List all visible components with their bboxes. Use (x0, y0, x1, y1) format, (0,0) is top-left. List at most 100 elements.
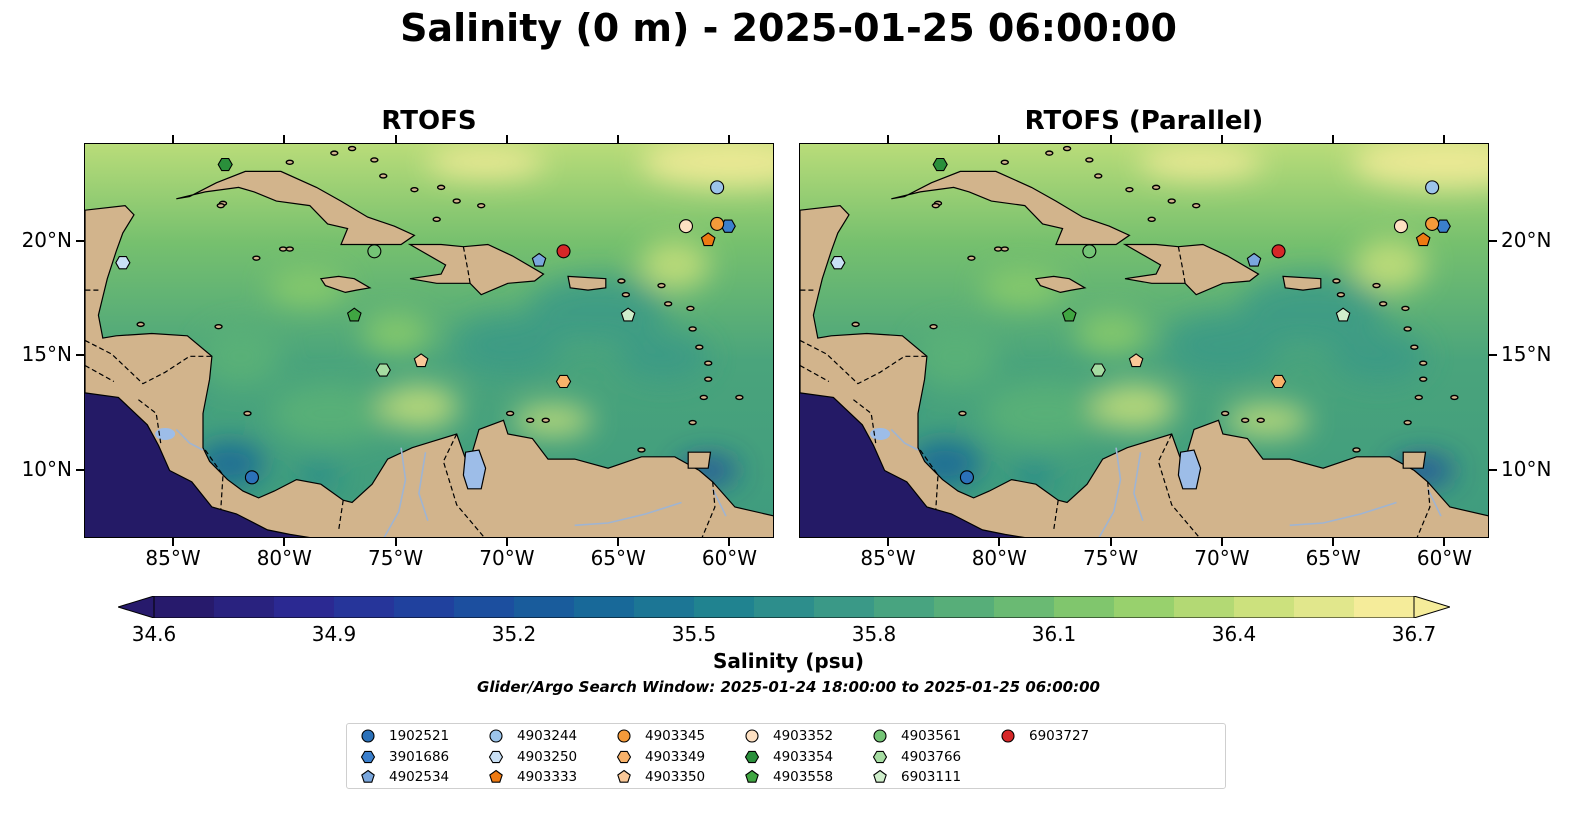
small-island (476, 202, 486, 209)
map-plot-rtofs (85, 144, 773, 537)
land-puerto-rico (1282, 275, 1322, 291)
pacific-mask (85, 392, 307, 537)
x-tick-mark-top (394, 135, 397, 143)
y-tick-mark (76, 468, 84, 471)
legend: 1902521 3901686 4902534 4903244 4903250 49033… (346, 723, 1226, 789)
legend-marker-hexagon (872, 750, 888, 763)
legend-marker (489, 769, 503, 783)
small-island (1191, 202, 1201, 209)
lake-maracaibo (1177, 449, 1202, 490)
legend-marker (361, 729, 375, 743)
x-tick-mark-top (172, 135, 175, 143)
marker-4903354 (932, 157, 948, 172)
x-tick-label: 85°W (860, 546, 916, 570)
small-island (370, 157, 379, 163)
land-cuba (891, 170, 1131, 246)
legend-label: 4903250 (517, 748, 578, 765)
small-island (617, 278, 626, 284)
land-trinidad (1402, 451, 1427, 469)
x-tick-label: 75°W (1082, 546, 1139, 570)
small-island (285, 159, 294, 165)
colorbar-bin (1054, 596, 1115, 618)
legend-marker-hexagon (360, 750, 376, 763)
small-island (929, 323, 938, 330)
land-jamaica (1034, 275, 1087, 294)
small-island (1256, 417, 1265, 423)
country-border (919, 449, 939, 510)
legend-label: 4903345 (645, 728, 706, 744)
small-island (663, 301, 673, 307)
small-island (1125, 186, 1134, 193)
colorbar-bin (694, 596, 755, 618)
x-tick-label: 60°W (1416, 546, 1473, 570)
land-puerto-rico (567, 275, 607, 291)
x-tick-label: 80°W (256, 546, 312, 570)
y-tick-label: 10°N (1501, 456, 1552, 481)
x-tick-mark (1220, 538, 1223, 546)
small-island (1410, 344, 1419, 350)
colorbar-bin (334, 596, 395, 618)
x-tick-mark-top (283, 135, 286, 143)
small-island (1000, 159, 1009, 165)
colorbar-bin (934, 596, 995, 618)
small-island (1372, 282, 1381, 289)
small-island (285, 246, 294, 252)
legend-label: 4902534 (389, 769, 450, 785)
colorbar-extend-max (1413, 596, 1450, 618)
x-tick-label: 70°W (1194, 546, 1250, 570)
legend-marker (617, 729, 631, 743)
legend-marker (873, 769, 887, 783)
river (1133, 452, 1144, 521)
legend-marker (488, 750, 504, 763)
y-tick-mark (1489, 468, 1497, 471)
legend-marker-pentagon (873, 769, 887, 783)
pacific-mask (800, 392, 1022, 537)
small-island (695, 344, 704, 350)
river (890, 428, 919, 451)
colorbar-bin (754, 596, 815, 618)
country-border (204, 449, 224, 510)
country-border (701, 481, 716, 537)
marker-4903352 (1393, 219, 1409, 234)
small-island (505, 410, 515, 417)
legend-label: 1902521 (389, 728, 450, 744)
map-panel-rtofs (84, 143, 774, 538)
y-tick-label: 20°N (1501, 228, 1552, 253)
colorbar-bin (874, 596, 935, 618)
legend-marker (1001, 729, 1015, 743)
colorbar-tick-label: 36.7 (1391, 622, 1437, 646)
x-tick-mark-top (887, 135, 890, 143)
panel-title-rtofs: RTOFS (381, 106, 477, 136)
colorbar-outline (153, 596, 1415, 618)
legend-label: 3901686 (389, 748, 450, 765)
small-island (1401, 305, 1410, 312)
y-tick-mark (76, 240, 84, 243)
y-tick-label: 10°N (21, 456, 72, 481)
y-tick-label: 15°N (21, 342, 72, 367)
legend-marker-pentagon (361, 769, 375, 783)
y-tick-mark (76, 354, 84, 357)
marker-4903354 (217, 157, 233, 172)
legend-label: 4903350 (645, 769, 706, 785)
small-island (1450, 394, 1459, 401)
river (418, 452, 429, 521)
legend-label: 4903333 (517, 769, 578, 785)
colorbar-tick-label: 36.1 (1031, 622, 1077, 646)
colorbar-tick-label: 34.6 (131, 622, 177, 646)
land-trinidad (687, 451, 712, 469)
legend-marker-circle (617, 729, 631, 743)
land-central-south-america (800, 204, 1488, 537)
legend-label: 4903561 (901, 728, 962, 744)
colorbar-bin (274, 596, 335, 618)
small-island (432, 216, 441, 223)
small-island (704, 360, 713, 366)
legend-label: 4903349 (645, 748, 706, 765)
colorbar-bin (394, 596, 455, 618)
country-border (1416, 481, 1431, 537)
small-island (1151, 184, 1161, 191)
x-tick-mark-top (617, 135, 620, 143)
country-border (85, 339, 212, 385)
small-island (1045, 150, 1054, 156)
search-window-note: Glider/Argo Search Window: 2025-01-24 18… (477, 678, 1100, 696)
marker-4903350 (413, 353, 429, 368)
